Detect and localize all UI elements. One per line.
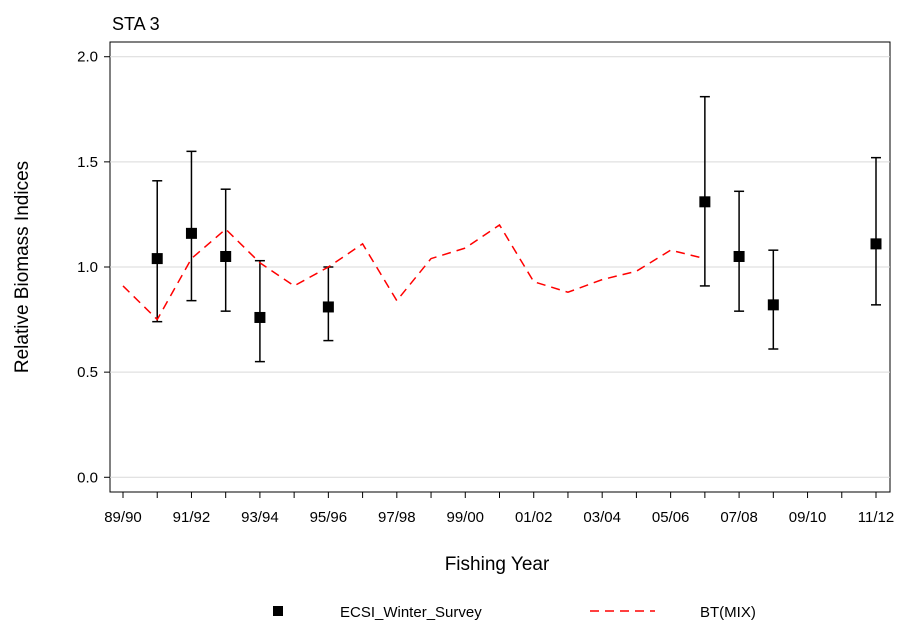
x-tick-label: 97/98 — [378, 509, 416, 526]
marker — [220, 250, 232, 262]
y-tick-label: 2.0 — [77, 49, 98, 66]
legend — [273, 606, 655, 616]
x-tick-label: 89/90 — [104, 509, 142, 526]
x-tick-label: 93/94 — [241, 509, 279, 526]
x-tick-label: 11/12 — [858, 509, 894, 526]
marker — [151, 253, 163, 265]
x-tick-label: 01/02 — [515, 509, 553, 526]
marker — [870, 238, 882, 250]
x-tick-label: 05/06 — [652, 509, 690, 526]
legend-label: ECSI_Winter_Survey — [340, 604, 482, 621]
y-tick-label: 0.0 — [77, 469, 98, 486]
x-tick-label: 03/04 — [583, 509, 621, 526]
legend-label: BT(MIX) — [700, 604, 756, 621]
x-tick-label: 09/10 — [789, 509, 827, 526]
y-tick-label: 1.0 — [77, 259, 98, 276]
x-tick-label: 99/00 — [446, 509, 484, 526]
y-tick-label: 1.5 — [77, 154, 98, 171]
marker — [322, 301, 334, 313]
marker — [733, 250, 745, 262]
x-tick-label: 95/96 — [310, 509, 348, 526]
marker — [767, 299, 779, 311]
y-tick-label: 0.5 — [77, 364, 98, 381]
x-tick-label: 91/92 — [173, 509, 211, 526]
x-axis-label: Fishing Year — [445, 554, 550, 575]
y-axis-label: Relative Biomass Indices — [12, 161, 33, 373]
series-line — [122, 223, 706, 321]
chart-title: STA 3 — [112, 14, 160, 34]
marker — [254, 311, 266, 323]
marker — [699, 196, 711, 208]
x-tick-label: 07/08 — [720, 509, 758, 526]
marker — [185, 227, 197, 239]
legend-marker — [273, 606, 283, 616]
